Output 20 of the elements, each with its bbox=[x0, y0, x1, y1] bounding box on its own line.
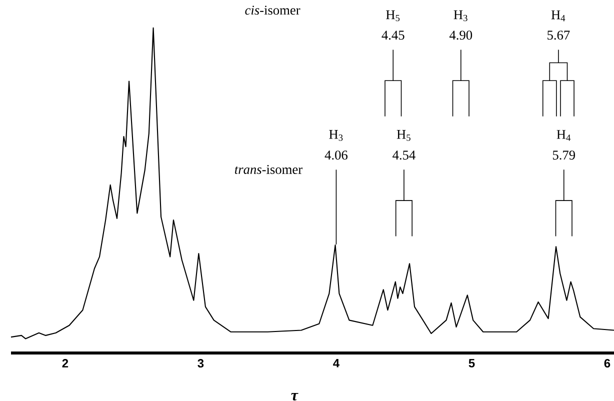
annotation: H$_{3}$ bbox=[329, 130, 343, 141]
annotation: 5.79 bbox=[552, 150, 575, 160]
annotation: H$_{4}$ bbox=[556, 130, 571, 141]
x-tick-label: 6 bbox=[604, 359, 610, 368]
text: H$_{5}$ bbox=[386, 10, 400, 22]
annotation: 4.45 bbox=[382, 30, 404, 40]
x-tick-label: 3 bbox=[198, 359, 204, 368]
text: cis-isomer bbox=[245, 6, 300, 15]
annotation: 4.06 bbox=[324, 150, 348, 160]
annotation: trans-isomer bbox=[234, 165, 302, 174]
text: H$_{3}$ bbox=[454, 10, 468, 22]
x-tick-label: 5 bbox=[468, 359, 475, 368]
text: H$_{4}$ bbox=[551, 10, 566, 22]
x-tick-label: 2 bbox=[62, 359, 68, 368]
annotation: H$_{5}$ bbox=[396, 130, 410, 141]
annotation: 5.67 bbox=[548, 30, 570, 40]
annotation: 4.54 bbox=[392, 150, 416, 160]
x-axis-title: τ bbox=[291, 393, 298, 401]
annotation: 4.90 bbox=[449, 30, 472, 40]
x-tick-label: 4 bbox=[333, 359, 340, 368]
